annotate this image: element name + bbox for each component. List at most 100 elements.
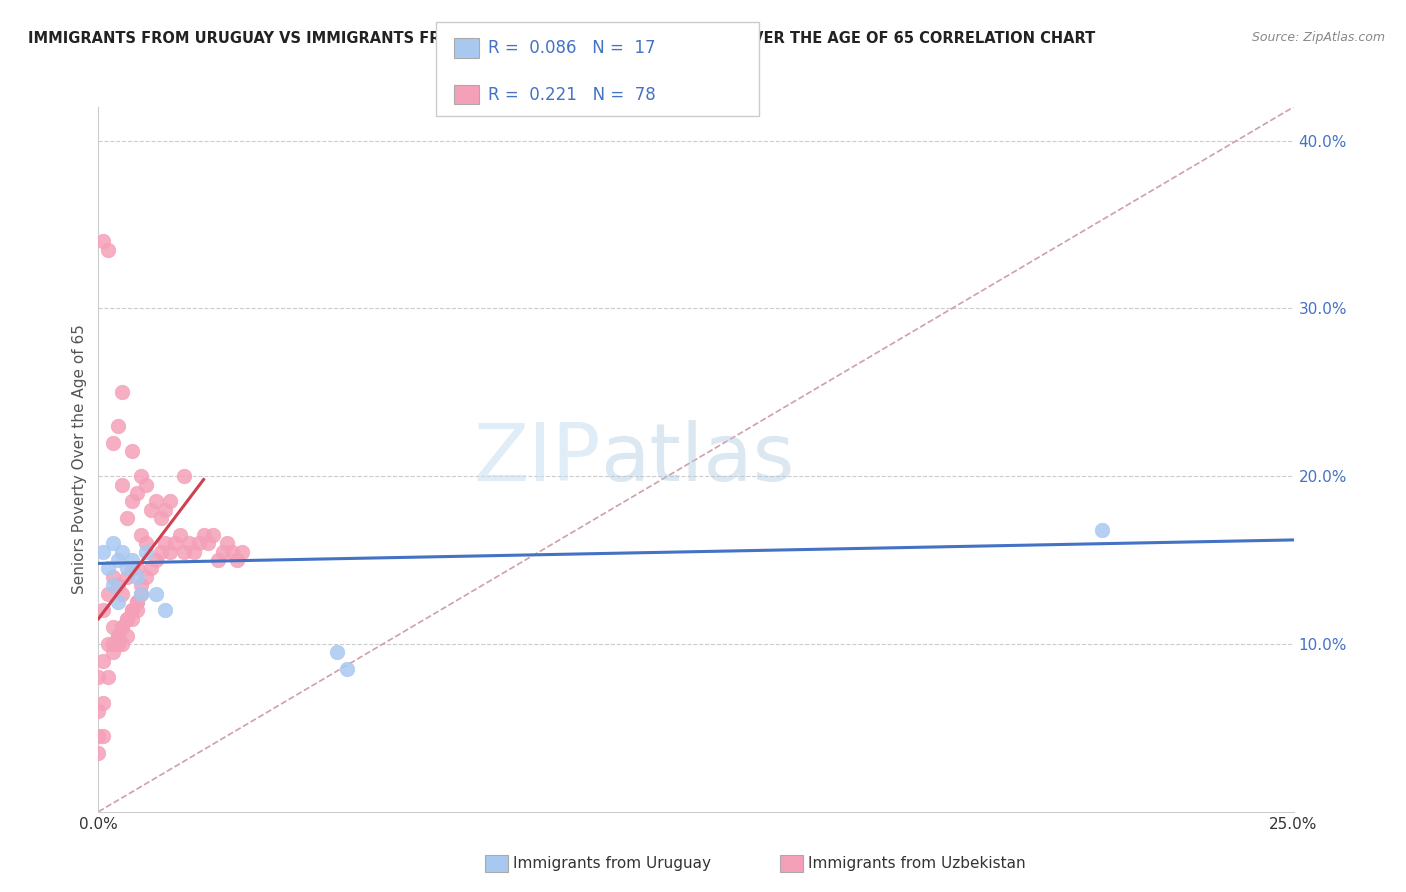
Point xyxy=(111,620,134,634)
Point xyxy=(97,671,120,685)
Point xyxy=(87,671,110,685)
Point xyxy=(97,586,120,600)
Point xyxy=(91,729,114,743)
Point xyxy=(193,528,215,542)
Point xyxy=(135,536,157,550)
Point xyxy=(111,620,134,634)
Point xyxy=(97,243,120,257)
Point xyxy=(145,553,167,567)
Point xyxy=(159,494,181,508)
Point xyxy=(107,418,129,433)
Point xyxy=(125,570,148,584)
Text: ZIP: ZIP xyxy=(472,420,600,499)
Point xyxy=(183,544,205,558)
Point xyxy=(91,654,114,668)
Point xyxy=(107,553,129,567)
Point xyxy=(101,570,124,584)
Point xyxy=(87,729,110,743)
Point xyxy=(121,603,143,617)
Point xyxy=(107,637,129,651)
Y-axis label: Seniors Poverty Over the Age of 65: Seniors Poverty Over the Age of 65 xyxy=(72,325,87,594)
Point xyxy=(155,603,177,617)
Point xyxy=(173,544,195,558)
Point xyxy=(131,469,153,483)
Point xyxy=(121,553,143,567)
Point xyxy=(131,586,153,600)
Point xyxy=(149,511,172,525)
Point xyxy=(336,662,359,676)
Point xyxy=(179,536,201,550)
Point xyxy=(173,469,195,483)
Point xyxy=(155,536,177,550)
Point xyxy=(135,477,157,491)
Point xyxy=(217,536,239,550)
Point xyxy=(91,696,114,710)
Point xyxy=(131,586,153,600)
Point xyxy=(211,544,233,558)
Point xyxy=(115,629,138,643)
Point xyxy=(202,528,225,542)
Point xyxy=(111,637,134,651)
Point xyxy=(101,435,124,450)
Point xyxy=(107,629,129,643)
Point xyxy=(1091,523,1114,537)
Point xyxy=(131,578,153,592)
Point xyxy=(107,629,129,643)
Point xyxy=(326,645,349,659)
Text: Source: ZipAtlas.com: Source: ZipAtlas.com xyxy=(1251,31,1385,45)
Text: Immigrants from Uzbekistan: Immigrants from Uzbekistan xyxy=(808,856,1026,871)
Point xyxy=(121,612,143,626)
Point xyxy=(139,502,162,516)
Point xyxy=(115,570,138,584)
Point xyxy=(207,553,229,567)
Point xyxy=(91,234,114,248)
Point xyxy=(121,603,143,617)
Point xyxy=(111,477,134,491)
Point xyxy=(121,444,143,458)
Point xyxy=(111,385,134,400)
Point xyxy=(91,603,114,617)
Point xyxy=(115,561,138,575)
Point xyxy=(145,494,167,508)
Point xyxy=(145,586,167,600)
Point xyxy=(169,528,191,542)
Point xyxy=(139,561,162,575)
Point xyxy=(226,553,249,567)
Text: IMMIGRANTS FROM URUGUAY VS IMMIGRANTS FROM UZBEKISTAN SENIORS POVERTY OVER THE A: IMMIGRANTS FROM URUGUAY VS IMMIGRANTS FR… xyxy=(28,31,1095,46)
Text: R =  0.221   N =  78: R = 0.221 N = 78 xyxy=(488,86,655,103)
Point xyxy=(163,536,186,550)
Point xyxy=(149,544,172,558)
Point xyxy=(115,511,138,525)
Point xyxy=(121,561,143,575)
Point xyxy=(221,544,243,558)
Point xyxy=(125,561,148,575)
Point xyxy=(101,536,124,550)
Point xyxy=(111,586,134,600)
Point xyxy=(155,502,177,516)
Point xyxy=(101,578,124,592)
Point xyxy=(101,620,124,634)
Point xyxy=(231,544,253,558)
Point xyxy=(91,544,114,558)
Point xyxy=(115,612,138,626)
Point xyxy=(97,637,120,651)
Point xyxy=(125,595,148,609)
Point xyxy=(125,595,148,609)
Point xyxy=(107,595,129,609)
Point xyxy=(111,544,134,558)
Point xyxy=(135,544,157,558)
Point xyxy=(125,603,148,617)
Point xyxy=(121,494,143,508)
Point xyxy=(101,637,124,651)
Point xyxy=(87,704,110,718)
Point xyxy=(107,578,129,592)
Point xyxy=(131,528,153,542)
Point xyxy=(115,612,138,626)
Point xyxy=(187,536,209,550)
Point xyxy=(125,486,148,500)
Point xyxy=(135,570,157,584)
Point xyxy=(197,536,219,550)
Text: atlas: atlas xyxy=(600,420,794,499)
Point xyxy=(97,561,120,575)
Text: R =  0.086   N =  17: R = 0.086 N = 17 xyxy=(488,39,655,57)
